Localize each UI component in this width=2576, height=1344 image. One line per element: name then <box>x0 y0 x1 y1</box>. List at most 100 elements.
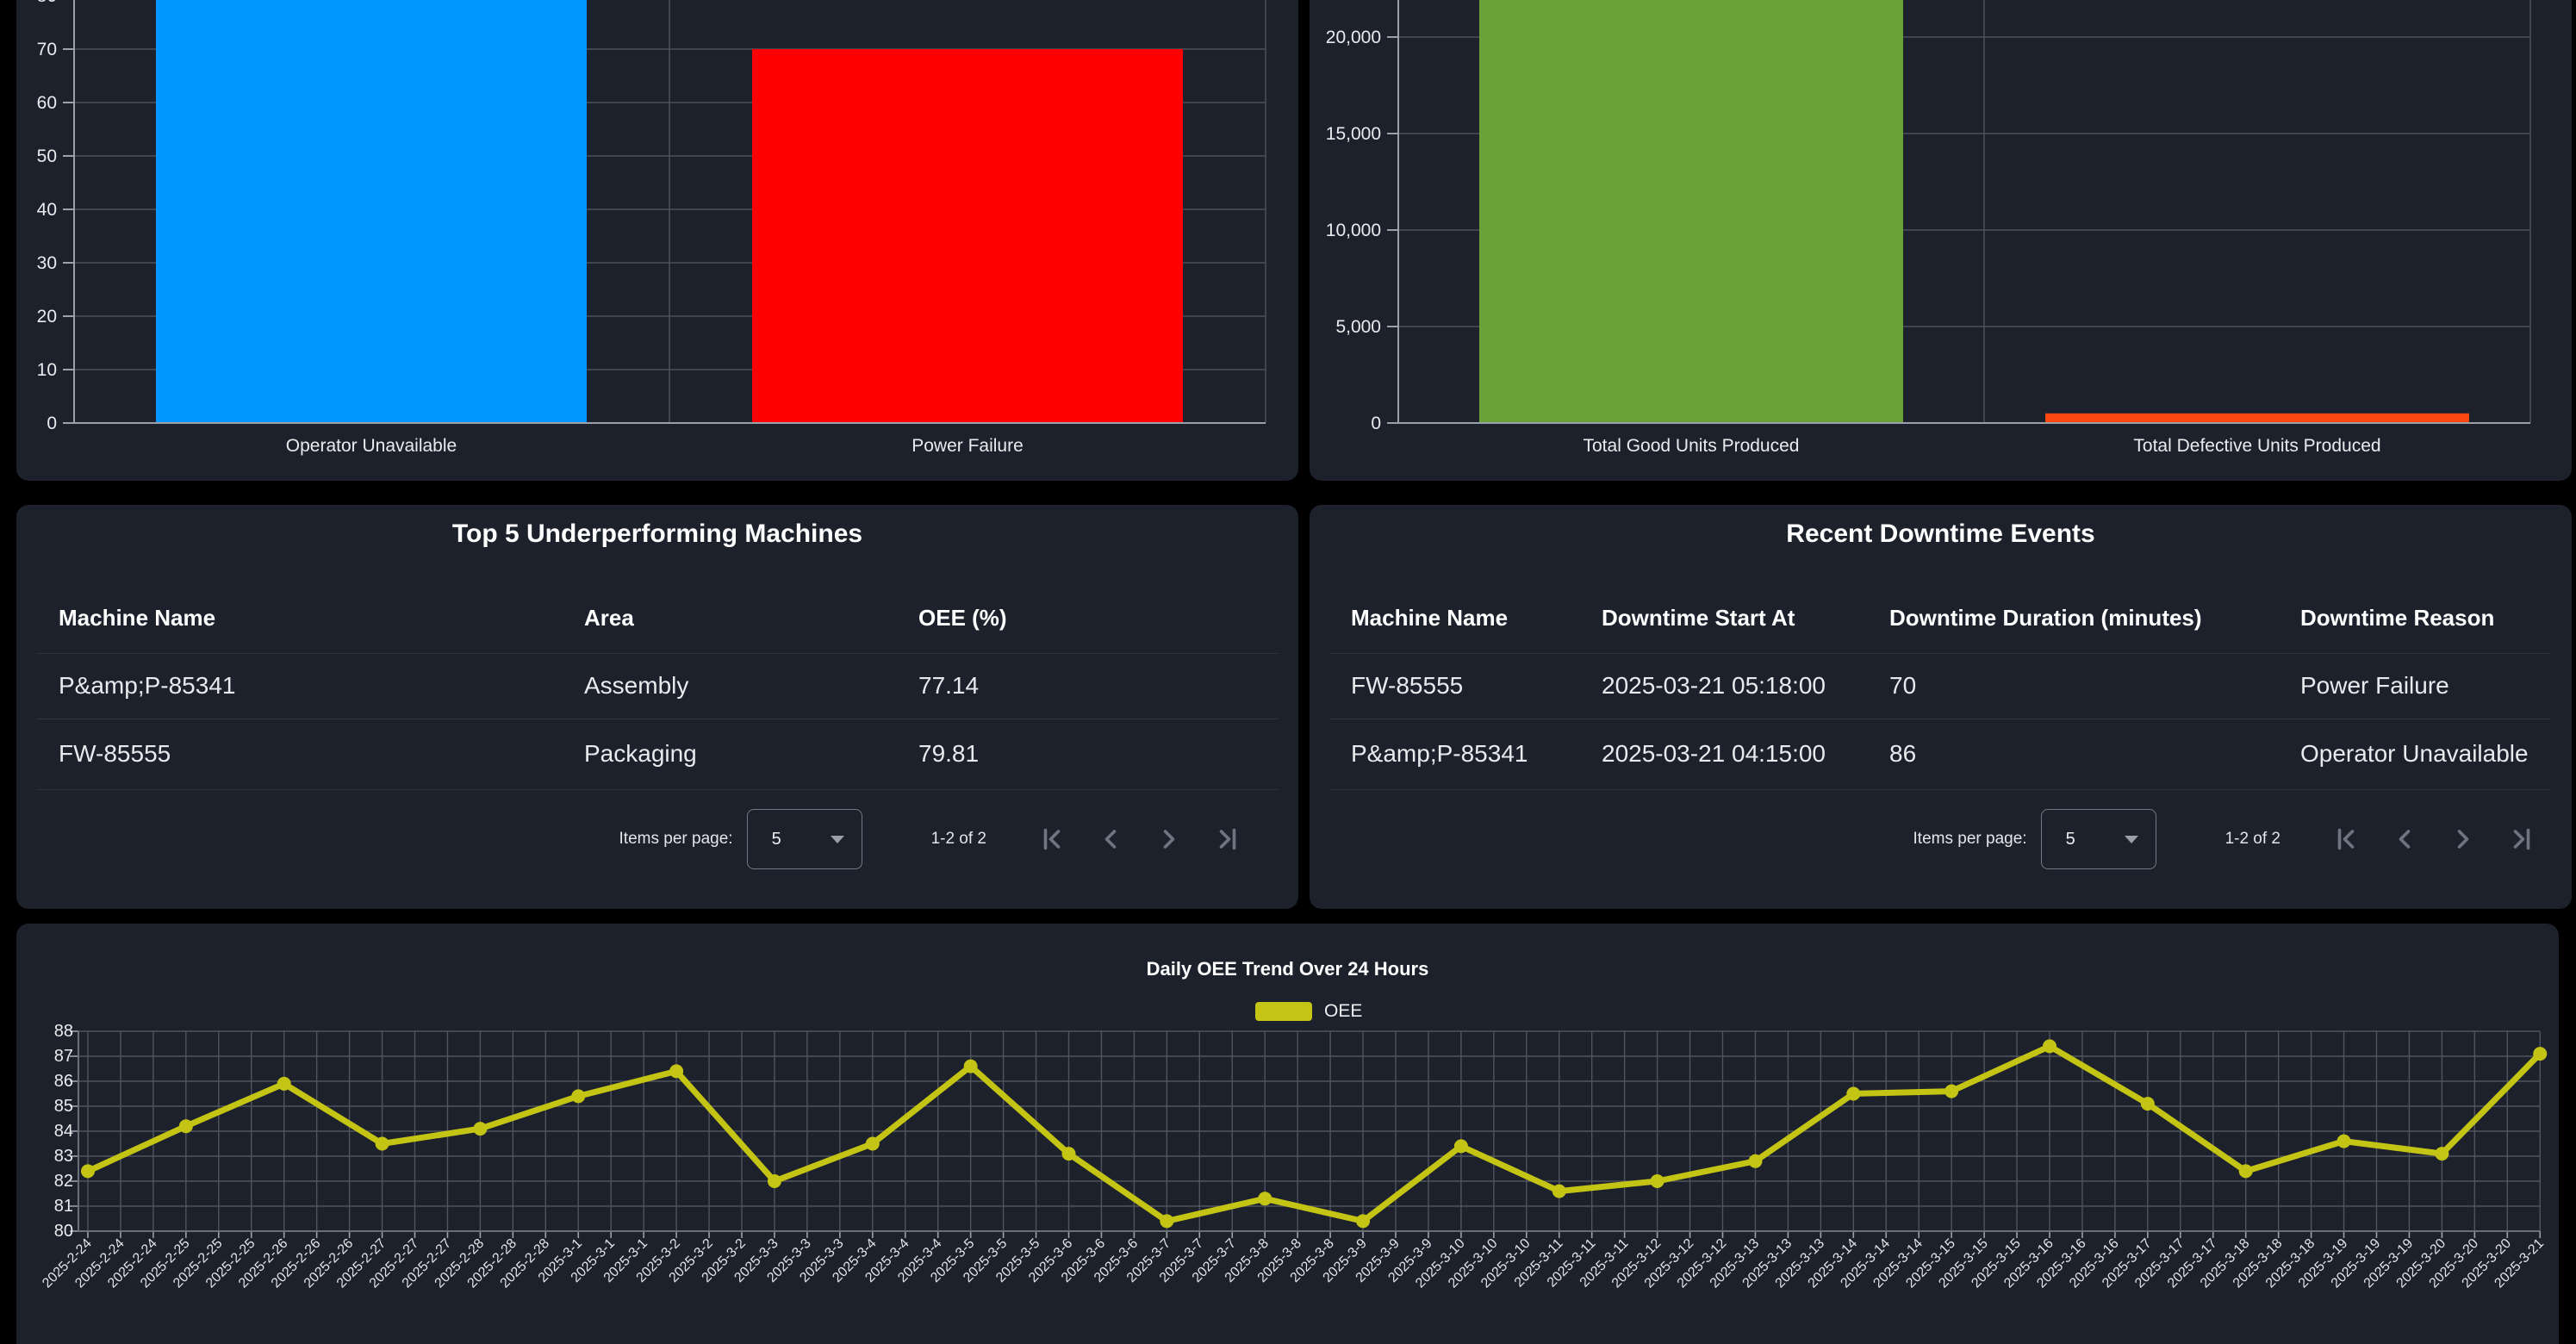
x-category-label: Operator Unavailable <box>286 436 457 456</box>
previous-page-button[interactable] <box>1095 824 1126 855</box>
last-page-button[interactable] <box>1212 824 1243 855</box>
column-header: Machine Name <box>59 605 216 631</box>
column-header: Machine Name <box>1351 605 1509 631</box>
row-divider <box>1330 653 2551 654</box>
page-range-label: 1-2 of 2 <box>2224 830 2280 848</box>
y-tick-label: 60 <box>37 93 57 113</box>
table-cell: Packaging <box>584 740 697 767</box>
y-tick-label: 40 <box>37 200 57 220</box>
oee-trend-line-chart: 2025-2-242025-2-242025-2-242025-2-252025… <box>40 1022 2548 1291</box>
column-header: OEE (%) <box>918 605 1007 631</box>
items-per-page-label: Items per page: <box>1913 830 2027 848</box>
data-point <box>1160 1214 1174 1229</box>
data-point <box>1453 1139 1468 1154</box>
data-point <box>1650 1174 1664 1188</box>
oee-trend-chart-card: Daily OEE Trend Over 24 Hours OEE 2025-2… <box>16 924 2559 1344</box>
downtime-bar-chart: 0 10 20 30 40 50 60 70 80 Operator Unavailable Pow… <box>37 0 1266 456</box>
data-point <box>1748 1154 1763 1168</box>
data-point <box>571 1089 586 1104</box>
dropdown-arrow-icon <box>2124 835 2138 843</box>
x-category-label: Total Defective Units Produced <box>2133 436 2380 456</box>
table-cell: 2025-03-21 05:18:00 <box>1602 672 1826 699</box>
first-page-button[interactable] <box>1036 824 1067 855</box>
first-page-button[interactable] <box>2330 824 2361 855</box>
y-tick-label: 80 <box>37 0 57 6</box>
row-divider <box>37 653 1278 654</box>
underperforming-machines-card: Top 5 Underperforming Machines Machine N… <box>16 505 1298 909</box>
oee-legend-label: OEE <box>1324 1001 1363 1021</box>
data-point <box>375 1136 389 1151</box>
card-title: Top 5 Underperforming Machines <box>451 520 863 548</box>
data-point <box>178 1119 193 1134</box>
next-page-button[interactable] <box>1154 824 1185 855</box>
data-point <box>2435 1147 2449 1161</box>
y-tick-label: 80 <box>54 1222 73 1241</box>
last-page-button[interactable] <box>2506 824 2537 855</box>
y-tick-label: 86 <box>54 1072 73 1091</box>
column-header: Downtime Duration (minutes) <box>1889 605 2202 631</box>
data-point <box>473 1122 488 1136</box>
y-tick-label: 5,000 <box>1335 317 1381 337</box>
downtime-by-reason-chart-card: 0 10 20 30 40 50 60 70 80 Operator Unavailable Pow… <box>16 0 1298 481</box>
data-point <box>81 1164 95 1179</box>
next-page-button[interactable] <box>2448 824 2479 855</box>
y-tick-label: 87 <box>54 1047 73 1066</box>
column-header: Area <box>584 605 634 631</box>
table-cell: FW-85555 <box>59 740 171 767</box>
data-point <box>669 1064 684 1079</box>
row-divider <box>37 789 1278 790</box>
data-point <box>2140 1097 2155 1111</box>
data-point <box>2533 1047 2548 1061</box>
row-divider <box>1330 789 2551 790</box>
y-tick-label: 10 <box>37 360 57 380</box>
table-cell: FW-85555 <box>1351 672 1464 699</box>
y-tick-label: 84 <box>54 1122 73 1141</box>
y-tick-label: 30 <box>37 253 57 273</box>
data-point <box>1944 1084 1959 1098</box>
table-cell: 2025-03-21 04:15:00 <box>1602 740 1826 767</box>
recent-downtime-events-card: Recent Downtime Events Machine Name Downt… <box>1310 505 2572 909</box>
y-tick-label: 20,000 <box>1326 28 1381 47</box>
table-cell: Assembly <box>584 672 689 699</box>
y-tick-label: 88 <box>54 1022 73 1041</box>
bar <box>752 49 1183 423</box>
oee-line-series <box>84 1042 2543 1224</box>
data-point <box>1552 1184 1566 1198</box>
paginator-buttons <box>1036 824 1243 855</box>
page-size-select[interactable]: 5 <box>746 809 862 869</box>
first-page-icon <box>2337 828 2355 850</box>
page-size-value: 5 <box>2065 829 2075 849</box>
y-tick-label: 82 <box>54 1172 73 1191</box>
data-point <box>1846 1086 1861 1101</box>
units-produced-bar-chart: 0 5,000 10,000 15,000 20,000 Total Good Units… <box>1326 0 2531 456</box>
data-point <box>1356 1214 1371 1229</box>
data-point <box>865 1136 880 1151</box>
table-cell: P&amp;P-85341 <box>1351 740 1528 767</box>
units-produced-chart-card: 0 5,000 10,000 15,000 20,000 Total Good Units… <box>1310 0 2572 481</box>
y-tick-label: 85 <box>54 1097 73 1116</box>
page-range-label: 1-2 of 2 <box>930 830 986 848</box>
column-header: Downtime Start At <box>1602 605 1795 631</box>
chevron-left-icon <box>1104 830 1117 849</box>
paginator: Items per page: 5 1-2 of 2 <box>1913 796 2537 882</box>
y-tick-label: 10,000 <box>1326 221 1381 240</box>
data-point <box>767 1174 781 1188</box>
previous-page-button[interactable] <box>2389 824 2420 855</box>
data-point <box>2238 1164 2253 1179</box>
column-header: Downtime Reason <box>2300 605 2495 631</box>
bar <box>2045 413 2469 423</box>
data-point <box>963 1059 978 1073</box>
table-cell: Operator Unavailable <box>2300 740 2529 767</box>
table-cell: 77.14 <box>918 672 980 699</box>
bar <box>1479 0 1903 424</box>
data-point <box>277 1076 291 1091</box>
x-category-label: Total Good Units Produced <box>1584 436 1800 456</box>
paginator: Items per page: 5 1-2 of 2 <box>619 796 1243 882</box>
data-point <box>1061 1147 1076 1161</box>
table-cell: P&amp;P-85341 <box>59 672 236 699</box>
table-cell: 86 <box>1889 740 1917 767</box>
chevron-right-icon <box>2457 830 2469 849</box>
page-size-select[interactable]: 5 <box>2040 809 2156 869</box>
chart-title: Daily OEE Trend Over 24 Hours <box>1146 958 1429 980</box>
y-tick-label: 70 <box>37 40 57 59</box>
